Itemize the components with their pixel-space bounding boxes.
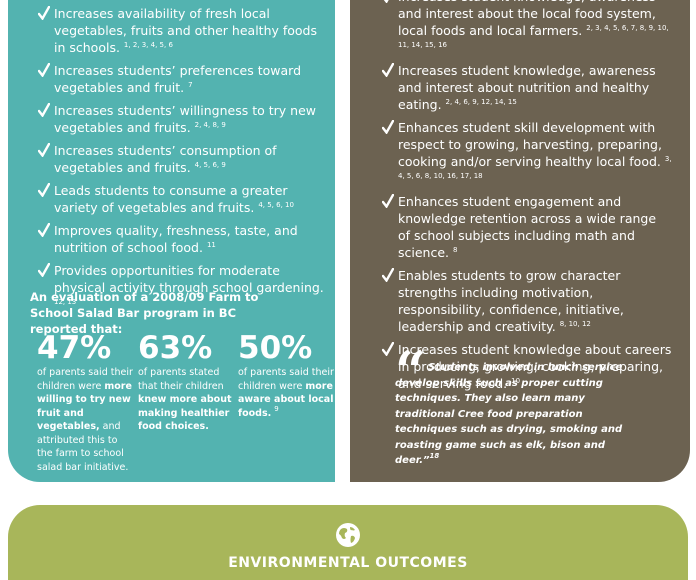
bullet: Increases students’ willingness to try n… — [38, 102, 328, 136]
quote: “Students involved in lunch service deve… — [395, 344, 645, 469]
bullet-text: Enhances student engagement and knowledg… — [398, 194, 657, 260]
quote-refs: 18 — [429, 452, 440, 460]
bullet: Enhances student skill development with … — [382, 119, 672, 187]
check-icon — [38, 223, 50, 237]
bullet-text: Increases availability of fresh local ve… — [54, 6, 318, 55]
bullet: Increases student knowledge, awareness a… — [382, 62, 672, 113]
bullet-refs: 10 — [511, 377, 521, 385]
stat-text: of parents said their children were — [37, 367, 133, 392]
stat: 63% of parents stated that their children… — [138, 330, 234, 434]
stat-emphasis: more willing to try new fruit and vegeta… — [37, 380, 132, 433]
bullet-refs: 1, 2, 3, 4, 5, 6 — [123, 41, 173, 49]
bullet-refs: 2, 3, 4, 5, 6, 7, 8, 9, 10, 11, 14, 15, … — [398, 24, 669, 49]
evaluation-heading: An evaluation of a 2008/09 Farm to Schoo… — [30, 290, 259, 336]
globe-icon — [336, 523, 360, 547]
check-icon — [38, 63, 50, 77]
bullet: Increases students’ consumption of veget… — [38, 142, 328, 176]
bullet-refs: 7 — [188, 81, 193, 89]
bullet: Improves quality, freshness, taste, and … — [38, 222, 328, 256]
bullet: Increases student knowledge, awareness a… — [382, 0, 672, 56]
stat-text: of parents stated that their children — [138, 367, 224, 392]
bullet: Increases availability of fresh local ve… — [38, 5, 328, 56]
bullet-text: Increases students’ preferences toward v… — [54, 63, 302, 95]
check-icon — [382, 63, 394, 77]
stat: 50% of parents said their children were m… — [238, 330, 334, 420]
environment-panel: ENVIRONMENTAL OUTCOMES — [8, 505, 688, 580]
stat-value: 50% — [238, 330, 313, 366]
bullet: Leads students to consume a greater vari… — [38, 182, 328, 216]
check-icon — [382, 194, 394, 208]
bullet-refs: 3, 4, 5, 6, 8, 10, 16, 17, 18 — [398, 155, 672, 180]
check-icon — [38, 6, 50, 20]
bullet-text: Enables students to grow character stren… — [398, 268, 624, 334]
bullet-text: Provides opportunities for moderate phys… — [54, 263, 324, 295]
bullet: Increases student knowledge about career… — [382, 341, 672, 392]
bullet: Enhances student engagement and knowledg… — [382, 193, 672, 261]
bullet-refs: 4, 5, 6, 9 — [194, 161, 226, 169]
check-icon — [38, 183, 50, 197]
bullet-refs: 2, 4, 6, 9, 12, 14, 15 — [445, 98, 517, 106]
bullet: Increases students’ preferences toward v… — [38, 62, 328, 96]
check-icon — [382, 120, 394, 134]
bullet-refs: 11 — [206, 241, 216, 249]
stat-text: of parents said their children were — [238, 367, 334, 392]
check-icon — [383, 0, 389, 3]
bullet-refs: 8, 10, 12 — [559, 320, 591, 328]
check-icon — [38, 143, 50, 157]
bullet: Enables students to grow character stren… — [382, 267, 672, 335]
bullet-refs: 2, 4, 8, 9 — [194, 121, 226, 129]
bullet-refs: 12, 13 — [54, 298, 77, 306]
check-icon — [382, 342, 394, 356]
quote-text: Students involved in lunch service devel… — [395, 362, 623, 466]
bullet-text: Enhances student skill development with … — [398, 120, 662, 169]
bullet-refs: 8 — [453, 246, 458, 254]
stat: 47% of parents said their children were m… — [37, 330, 133, 474]
bullet-text: Increases student knowledge, awareness a… — [398, 0, 656, 38]
check-icon — [38, 103, 50, 117]
bullet-text: Increases students’ consumption of veget… — [54, 143, 277, 175]
stat-text: and attributed this to the farm to schoo… — [37, 421, 129, 473]
section-title: ENVIRONMENTAL OUTCOMES — [228, 555, 468, 571]
bullet-text: Leads students to consume a greater vari… — [54, 183, 288, 215]
bullet-text: Increases student knowledge about career… — [398, 342, 672, 391]
health-bullets: Increases availability of fresh local ve… — [38, 5, 328, 319]
stat-emphasis: more aware about local foods. — [238, 380, 334, 419]
bullet-text: Increases student knowledge, awareness a… — [398, 63, 656, 112]
stat-value: 47% — [37, 330, 112, 366]
stat-refs: 9 — [274, 404, 279, 413]
bullet-refs: 4, 5, 6, 10 — [258, 201, 294, 209]
education-panel: Increases student knowledge, awareness a… — [350, 0, 690, 482]
bullet: Provides opportunities for moderate phys… — [38, 262, 328, 313]
check-icon — [38, 263, 50, 277]
stat-emphasis: knew more about making healthier food ch… — [138, 394, 232, 432]
education-bullets: Increases student knowledge, awareness a… — [382, 0, 672, 398]
stat-value: 63% — [138, 330, 213, 366]
bullet-text: Increases students’ willingness to try n… — [54, 103, 316, 135]
check-icon — [382, 268, 394, 282]
health-panel: Increases availability of fresh local ve… — [8, 0, 335, 482]
bullet-text: Improves quality, freshness, taste, and … — [54, 223, 298, 255]
